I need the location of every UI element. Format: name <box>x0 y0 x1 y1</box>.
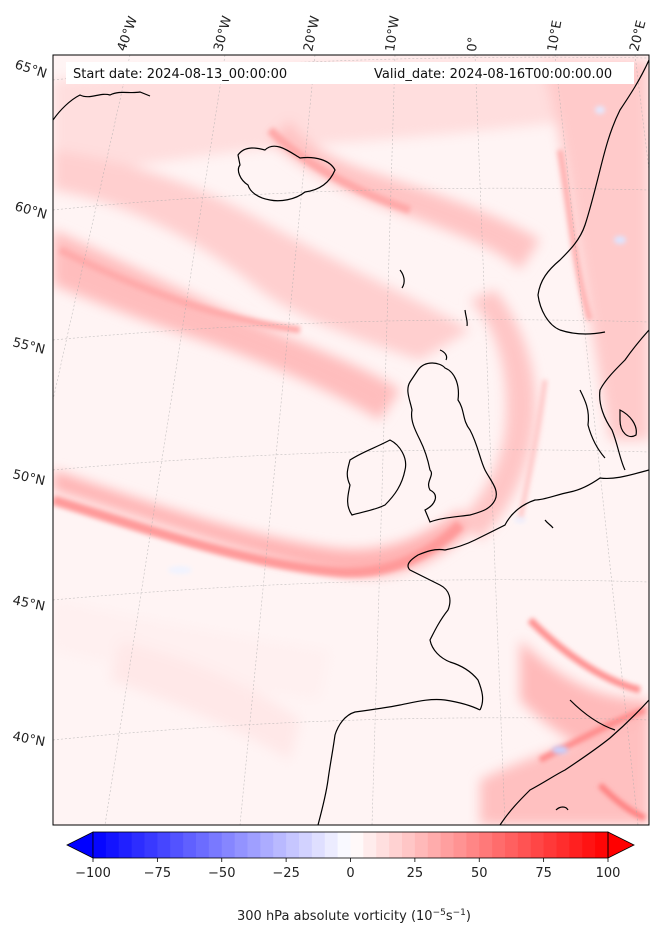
colorbar-segment <box>427 832 442 858</box>
colorbar-tick-label: 0 <box>346 866 354 881</box>
colorbar-tick-label: 100 <box>596 866 621 881</box>
colorbar-segment <box>337 832 351 858</box>
colorbar-segment <box>363 832 377 858</box>
colorbar-segment <box>389 832 403 858</box>
lon-label-20e: 20°E <box>627 19 649 53</box>
colorbar-segment <box>247 832 261 858</box>
colorbar-extend-high <box>607 831 635 859</box>
colorbar-tick-label: 50 <box>471 866 488 881</box>
colorbar-segment <box>505 832 519 858</box>
colorbar-segment <box>196 832 210 858</box>
colorbar-segment <box>402 832 416 858</box>
colorbar-segment <box>556 832 570 858</box>
colorbar-segment <box>582 832 596 858</box>
lon-label-30w: 30°W <box>211 14 235 53</box>
colorbar-segment <box>157 832 171 858</box>
coastlines <box>53 59 649 825</box>
lon-label-40w: 40°W <box>115 14 141 53</box>
colorbar-segment <box>543 832 557 858</box>
colorbar-extend-low <box>66 831 94 859</box>
valid-date-label: Valid_date: 2024-08-16T00:00:00.00 <box>374 67 612 82</box>
negative-vorticity-patches <box>168 106 626 754</box>
longitude-labels: 40°W 30°W 20°W 10°W 0° 10°E 20°E <box>115 14 650 53</box>
graticule <box>53 55 649 825</box>
colorbar-segment <box>414 832 429 858</box>
colorbar-segment <box>350 832 364 858</box>
start-date-label: Start date: 2024-08-13_00:00:00 <box>73 67 287 82</box>
lat-label-55n: 55°N <box>11 335 46 357</box>
colorbar-segment <box>286 832 300 858</box>
lon-label-10w: 10°W <box>383 15 403 53</box>
colorbar-segment <box>376 832 390 858</box>
colorbar-segment <box>131 832 145 858</box>
colorbar-segment <box>273 832 287 858</box>
colorbar-segment <box>595 832 609 858</box>
colorbar-segment <box>479 832 493 858</box>
colorbar <box>66 831 635 859</box>
colorbar-segment <box>93 832 107 858</box>
colorbar-segment <box>517 832 532 858</box>
lon-label-0: 0° <box>465 36 481 52</box>
lon-label-10e: 10°E <box>545 19 565 52</box>
map-panel <box>53 55 649 825</box>
colorbar-segment <box>569 832 583 858</box>
colorbar-tick-label: −50 <box>208 866 235 881</box>
date-header-box <box>66 62 634 84</box>
colorbar-segment <box>324 832 339 858</box>
colorbar-segment <box>440 832 454 858</box>
colorbar-segment <box>311 832 326 858</box>
colorbar-tick-label: 75 <box>535 866 552 881</box>
colorbar-tick-label: 25 <box>407 866 424 881</box>
lat-label-50n: 50°N <box>11 467 46 489</box>
lon-label-20w: 20°W <box>301 14 323 52</box>
colorbar-tick-label: −100 <box>75 866 111 881</box>
colorbar-segment <box>183 832 197 858</box>
colorbar-segment <box>492 832 506 858</box>
colorbar-segment <box>208 832 223 858</box>
colorbar-segment <box>118 832 133 858</box>
colorbar-segment <box>466 832 480 858</box>
colorbar-segment <box>260 832 274 858</box>
colorbar-tick-label: −25 <box>272 866 299 881</box>
colorbar-segment <box>234 832 248 858</box>
map-frame <box>52 54 650 826</box>
colorbar-segment <box>530 832 545 858</box>
colorbar-segment <box>221 832 236 858</box>
colorbar-label: 300 hPa absolute vorticity (10−5s−1) <box>237 908 471 924</box>
lat-label-60n: 60°N <box>13 199 49 222</box>
lat-label-40n: 40°N <box>11 729 46 750</box>
lat-label-65n: 65°N <box>13 58 49 82</box>
latitude-labels: 65°N 60°N 55°N 50°N 45°N 40°N <box>11 58 49 751</box>
colorbar-ticks: −100 −75 −50 −25 0 25 50 75 100 <box>75 858 620 881</box>
lat-label-45n: 45°N <box>11 593 46 614</box>
colorbar-segment <box>170 832 184 858</box>
colorbar-tick-label: −75 <box>144 866 171 881</box>
colorbar-segment <box>299 832 313 858</box>
colorbar-segment <box>105 832 120 858</box>
colorbar-segment <box>453 832 467 858</box>
colorbar-segment <box>144 832 158 858</box>
